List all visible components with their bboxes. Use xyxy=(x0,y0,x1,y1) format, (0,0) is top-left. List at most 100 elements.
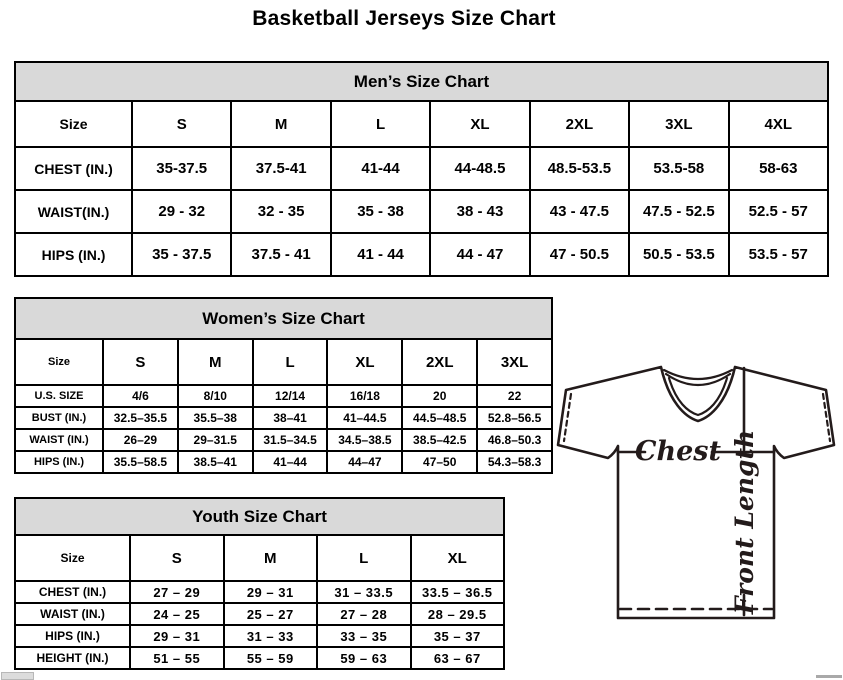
cell-value: 27 – 28 xyxy=(316,602,412,626)
row-label: BUST (IN.) xyxy=(14,406,104,430)
table-row: HIPS (IN.) 35 - 37.5 37.5 - 41 41 - 44 44 - … xyxy=(14,232,830,277)
cell-value: 44 - 47 xyxy=(429,232,531,277)
cell-value: 63 – 67 xyxy=(409,646,505,670)
column-header: 4XL xyxy=(727,100,830,148)
column-header-row: Size S M L XL 2XL 3XL 4XL xyxy=(14,100,830,148)
cell-value: 32 - 35 xyxy=(230,189,332,234)
page-title: Basketball Jerseys Size Chart xyxy=(252,7,556,30)
cell-value: 27 – 29 xyxy=(129,580,225,604)
row-label: HIPS (IN.) xyxy=(14,624,131,648)
cell-value: 37.5 - 41 xyxy=(230,232,332,277)
row-label: HIPS (IN.) xyxy=(14,232,133,277)
cell-value: 38–41 xyxy=(251,406,329,430)
cell-value: 31 – 33 xyxy=(222,624,318,648)
cell-value: 31 – 33.5 xyxy=(316,580,412,604)
table-title: Men’s Size Chart xyxy=(14,61,829,102)
cell-value: 26–29 xyxy=(102,428,179,452)
column-header: S xyxy=(129,534,225,582)
column-header: M xyxy=(176,338,254,386)
cell-value: 29 - 32 xyxy=(130,189,233,234)
cell-value: 50.5 - 53.5 xyxy=(628,232,730,277)
row-label: CHEST (IN.) xyxy=(14,146,133,191)
cell-value: 44-48.5 xyxy=(429,146,531,191)
jersey-measurement-diagram: Chest Front Length xyxy=(554,357,840,627)
table-row: CHEST (IN.) 35-37.5 37.5-41 41-44 44-48.5 48.… xyxy=(14,146,830,191)
size-column-header: Size xyxy=(14,338,104,386)
cell-value: 53.5-58 xyxy=(628,146,730,191)
table-row: HIPS (IN.) 29 – 31 31 – 33 33 – 35 35 – 37 xyxy=(14,624,505,648)
table-row: U.S. SIZE 4/6 8/10 12/14 16/18 20 22 xyxy=(14,384,553,408)
table-row: WAIST(IN.) 29 - 32 32 - 35 35 - 38 38 - 43 43… xyxy=(14,189,830,234)
cell-value: 8/10 xyxy=(176,384,254,408)
cell-value: 35 – 37 xyxy=(409,624,505,648)
column-header: 2XL xyxy=(401,338,479,386)
cell-value: 16/18 xyxy=(326,384,404,408)
jersey-diagram-svg: Chest Front Length xyxy=(556,365,836,620)
size-column-header: Size xyxy=(14,534,131,582)
cell-value: 24 – 25 xyxy=(129,602,225,626)
cell-value: 47–50 xyxy=(401,450,479,474)
cuff-stitch-left-icon xyxy=(562,392,573,443)
column-header: XL xyxy=(409,534,505,582)
cell-value: 41 - 44 xyxy=(329,232,432,277)
cell-value: 59 – 63 xyxy=(316,646,412,670)
cell-value: 35.5–38 xyxy=(176,406,254,430)
cell-value: 43 - 47.5 xyxy=(528,189,631,234)
scrollbar-fragment-right[interactable] xyxy=(816,675,842,678)
cell-value: 28 – 29.5 xyxy=(409,602,505,626)
table-title: Youth Size Chart xyxy=(14,497,505,536)
cell-value: 47.5 - 52.5 xyxy=(628,189,730,234)
table-banner-row: Men’s Size Chart xyxy=(14,61,829,102)
cell-value: 20 xyxy=(401,384,479,408)
cell-value: 12/14 xyxy=(251,384,329,408)
cell-value: 37.5-41 xyxy=(230,146,332,191)
mens-size-table: Men’s Size Chart Size S M L XL 2XL 3XL 4XL CHEST … xyxy=(14,61,830,277)
youth-size-table: Youth Size Chart Size S M L XL CHEST (IN.) 27 –… xyxy=(14,497,505,670)
table-banner-row: Women’s Size Chart xyxy=(14,297,553,340)
cell-value: 32.5–35.5 xyxy=(102,406,179,430)
cell-value: 34.5–38.5 xyxy=(326,428,404,452)
column-header-row: Size S M L XL 2XL 3XL xyxy=(14,338,553,386)
row-label: HEIGHT (IN.) xyxy=(14,646,131,670)
cell-value: 38.5–42.5 xyxy=(401,428,479,452)
column-header: L xyxy=(316,534,412,582)
row-label: WAIST(IN.) xyxy=(14,189,133,234)
table-row: WAIST (IN.) 26–29 29–31.5 31.5–34.5 34.5–38.… xyxy=(14,428,553,452)
cell-value: 29–31.5 xyxy=(176,428,254,452)
row-label: WAIST (IN.) xyxy=(14,428,104,452)
womens-size-table: Women’s Size Chart Size S M L XL 2XL 3XL U.S. SI… xyxy=(14,297,553,474)
column-header: L xyxy=(329,100,432,148)
column-header: M xyxy=(230,100,332,148)
cell-value: 33 – 35 xyxy=(316,624,412,648)
cuff-stitch-right-icon xyxy=(821,392,832,443)
row-label: WAIST (IN.) xyxy=(14,602,131,626)
column-header: 3XL xyxy=(628,100,730,148)
row-label: U.S. SIZE xyxy=(14,384,104,408)
row-label: HIPS (IN.) xyxy=(14,450,104,474)
cell-value: 46.8–50.3 xyxy=(476,428,553,452)
table-row: BUST (IN.) 32.5–35.5 35.5–38 38–41 41–44.5 44… xyxy=(14,406,553,430)
cell-value: 4/6 xyxy=(102,384,179,408)
cell-value: 29 – 31 xyxy=(129,624,225,648)
jersey-outline xyxy=(556,365,836,620)
cell-value: 53.5 - 57 xyxy=(727,232,830,277)
cell-value: 38.5–41 xyxy=(176,450,254,474)
cell-value: 33.5 – 36.5 xyxy=(409,580,505,604)
cell-value: 35.5–58.5 xyxy=(102,450,179,474)
column-header-row: Size S M L XL xyxy=(14,534,505,582)
cell-value: 31.5–34.5 xyxy=(251,428,329,452)
table-title: Women’s Size Chart xyxy=(14,297,553,340)
cell-value: 55 – 59 xyxy=(222,646,318,670)
table-row: HIPS (IN.) 35.5–58.5 38.5–41 41–44 44–47 47–5… xyxy=(14,450,553,474)
cell-value: 41–44 xyxy=(251,450,329,474)
cell-value: 25 – 27 xyxy=(222,602,318,626)
cell-value: 51 – 55 xyxy=(129,646,225,670)
cell-value: 35 - 38 xyxy=(329,189,432,234)
cell-value: 47 - 50.5 xyxy=(528,232,631,277)
row-label: CHEST (IN.) xyxy=(14,580,131,604)
table-row: HEIGHT (IN.) 51 – 55 55 – 59 59 – 63 63 – 67 xyxy=(14,646,505,670)
collar-band-arcs xyxy=(662,368,734,417)
size-column-header: Size xyxy=(14,100,133,148)
column-header: M xyxy=(222,534,318,582)
cell-value: 48.5-53.5 xyxy=(528,146,631,191)
